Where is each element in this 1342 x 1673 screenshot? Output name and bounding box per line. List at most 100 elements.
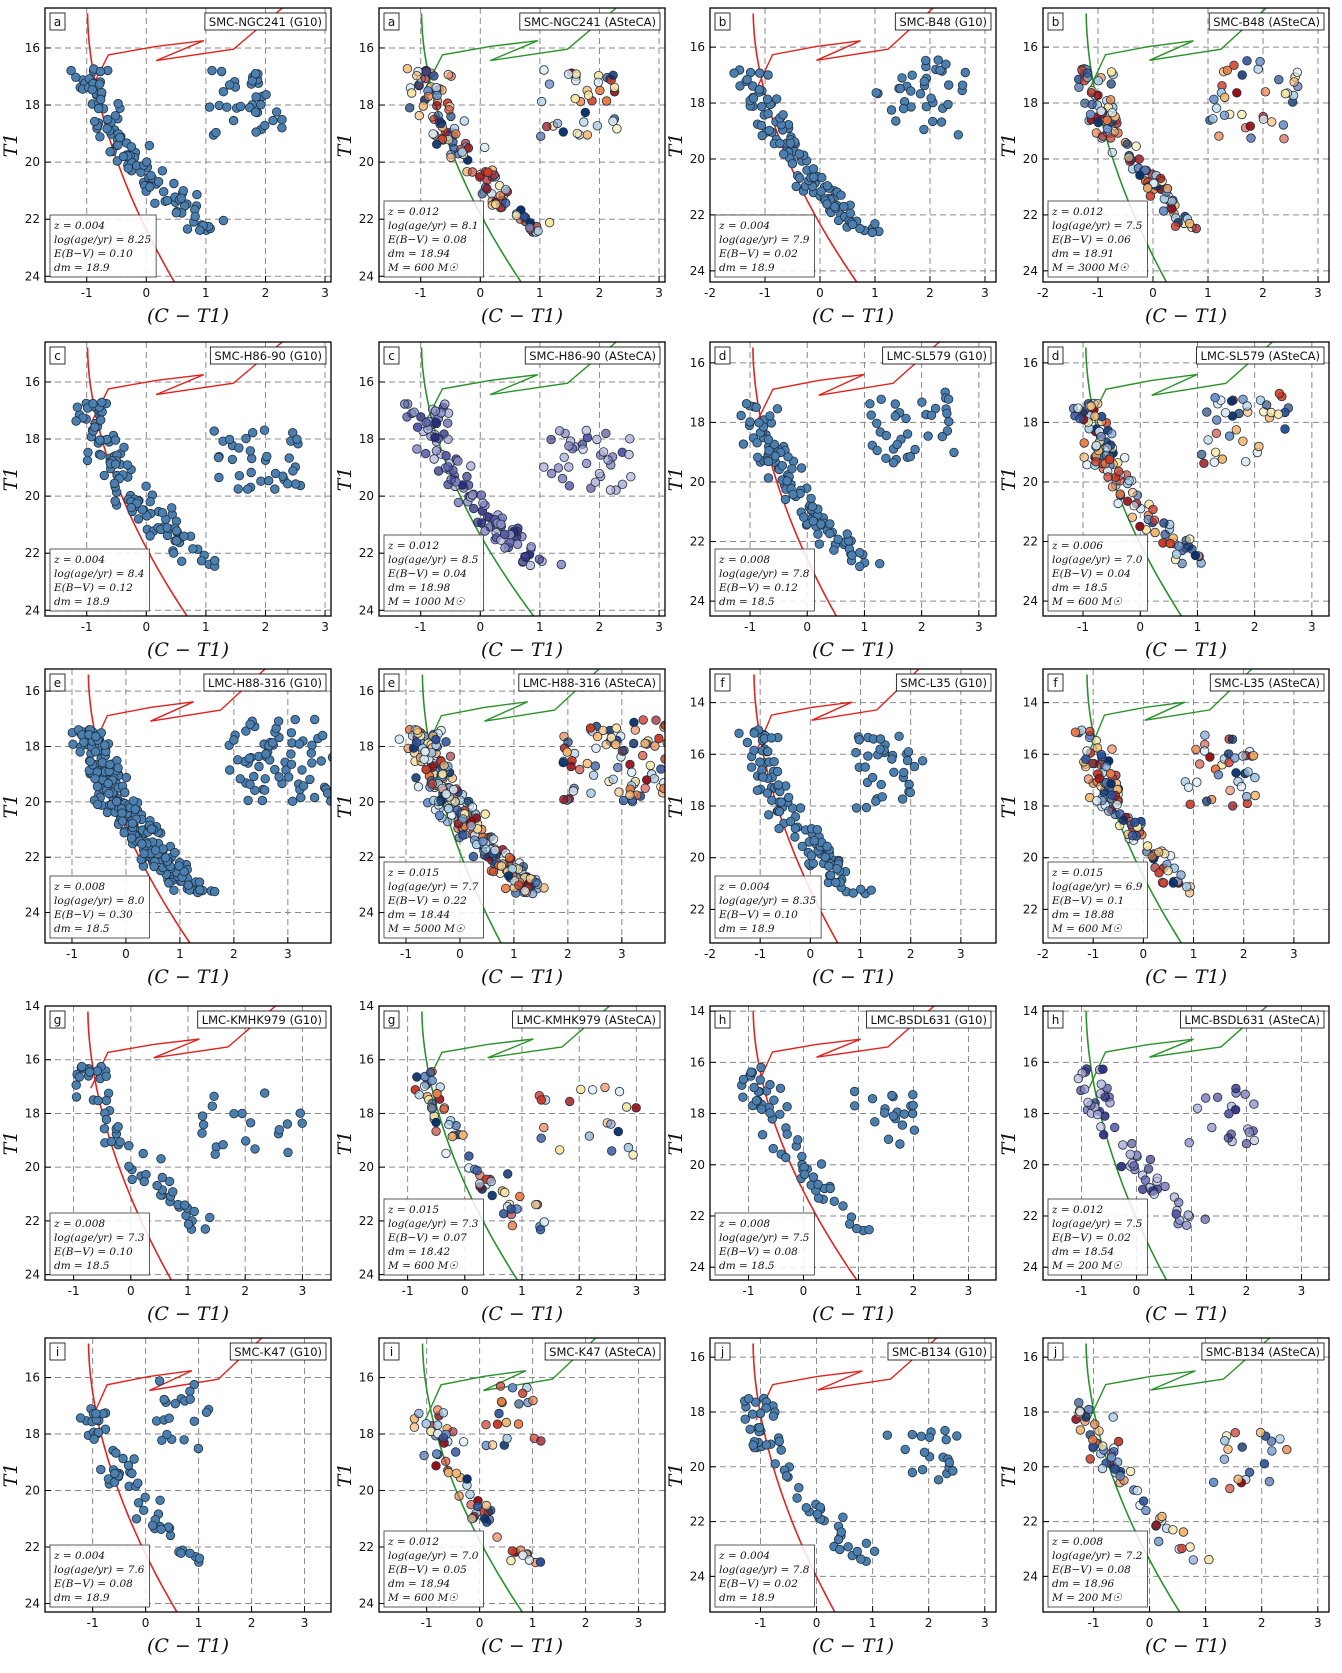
param-line: z = 0.012: [387, 540, 439, 552]
star-point: [780, 494, 791, 505]
star-point: [1102, 443, 1113, 453]
star-point: [845, 1219, 855, 1229]
star-point: [254, 761, 264, 772]
star-point: [431, 1117, 441, 1128]
star-point: [769, 1095, 779, 1105]
y-tick-label: 16: [25, 41, 40, 55]
star-point: [948, 1466, 958, 1476]
star-point: [892, 439, 902, 450]
star-point: [866, 410, 876, 420]
axes-frame: [709, 1005, 997, 1281]
star-point: [282, 1119, 293, 1129]
y-tick-label: 22: [359, 212, 374, 226]
star-point: [785, 138, 796, 149]
panel-title-box: [882, 346, 992, 365]
x-tick-label: 1: [869, 1616, 877, 1630]
x-axis-label: (C − T1): [1145, 1303, 1227, 1325]
x-tick-label: 2: [596, 620, 604, 634]
param-line: dm = 18.9: [719, 1592, 775, 1604]
x-axis-label: (C − T1): [481, 1303, 563, 1325]
star-point: [1096, 106, 1106, 116]
star-point: [500, 198, 511, 208]
plot-content: [45, 1006, 331, 1280]
star-point: [421, 1418, 431, 1429]
star-point: [1219, 110, 1230, 121]
params-box: [49, 875, 150, 939]
x-axis-label: (C − T1): [812, 639, 894, 661]
star-point: [775, 1109, 785, 1120]
x-tick-label: 1: [855, 1284, 863, 1298]
star-point: [90, 747, 101, 757]
star-point: [149, 861, 159, 872]
star-point: [1223, 1444, 1233, 1455]
star-point: [960, 67, 971, 78]
star-point: [89, 1434, 99, 1444]
star-point: [1250, 790, 1260, 801]
panel-title: LMC-H88-316 (G10): [208, 676, 322, 690]
star-point: [768, 1143, 778, 1154]
x-tick-label: 1: [536, 286, 544, 300]
star-point: [924, 1432, 935, 1443]
star-point: [443, 462, 453, 472]
param-line: log(age/yr) = 7.0: [1052, 554, 1143, 566]
star-point: [578, 444, 588, 455]
star-point: [270, 468, 281, 479]
star-point: [147, 1520, 158, 1531]
star-point: [847, 219, 858, 230]
y-tick-label: 24: [1023, 594, 1038, 608]
x-tick-label: 1: [871, 286, 879, 300]
star-point: [1143, 1164, 1154, 1174]
star-point: [756, 1062, 766, 1073]
x-tick-label: 3: [618, 947, 626, 961]
star-point: [411, 773, 421, 783]
star-point: [1094, 773, 1105, 784]
star-point: [1233, 1474, 1243, 1484]
star-point: [851, 747, 861, 758]
star-point: [451, 1468, 462, 1479]
param-line: log(age/yr) = 7.9: [719, 234, 810, 246]
star-point: [447, 1131, 458, 1142]
star-point: [425, 1067, 436, 1078]
star-point: [1249, 1135, 1260, 1146]
star-point: [848, 888, 858, 898]
axes-frame: [1042, 1337, 1330, 1613]
star-point: [601, 428, 611, 439]
star-point: [520, 886, 530, 896]
y-tick-label: 24: [690, 1569, 705, 1583]
x-tick-label: 2: [241, 1284, 249, 1298]
param-line: dm = 18.98: [388, 582, 451, 594]
star-point: [1171, 1209, 1181, 1219]
star-point: [427, 1075, 437, 1086]
y-tick-label: 16: [1023, 356, 1038, 370]
star-point: [1227, 801, 1238, 811]
star-point: [259, 425, 270, 435]
star-point: [1219, 92, 1230, 103]
x-tick-label: 2: [907, 947, 915, 961]
y-tick-label: 24: [25, 1597, 40, 1611]
star-point: [774, 823, 784, 834]
star-point: [189, 1206, 200, 1217]
star-point: [228, 115, 239, 126]
star-point: [1106, 778, 1116, 789]
star-point: [564, 481, 575, 491]
y-tick-label: 20: [359, 1160, 374, 1174]
panel-letter: f: [1053, 676, 1058, 690]
star-point: [546, 434, 556, 445]
star-point: [630, 725, 641, 735]
y-axis-label: T1: [0, 133, 22, 158]
star-point: [117, 808, 127, 818]
star-point: [77, 1061, 87, 1072]
isochrone-giant-branch: [755, 1338, 938, 1421]
star-point: [292, 434, 302, 445]
params-box: [383, 861, 484, 939]
star-point: [579, 117, 589, 127]
param-line: dm = 18.5: [1052, 582, 1108, 594]
star-point: [628, 1150, 638, 1160]
x-axis-label: (C − T1): [147, 639, 229, 661]
star-point: [305, 774, 315, 785]
star-point: [749, 728, 760, 738]
star-point: [791, 181, 801, 192]
